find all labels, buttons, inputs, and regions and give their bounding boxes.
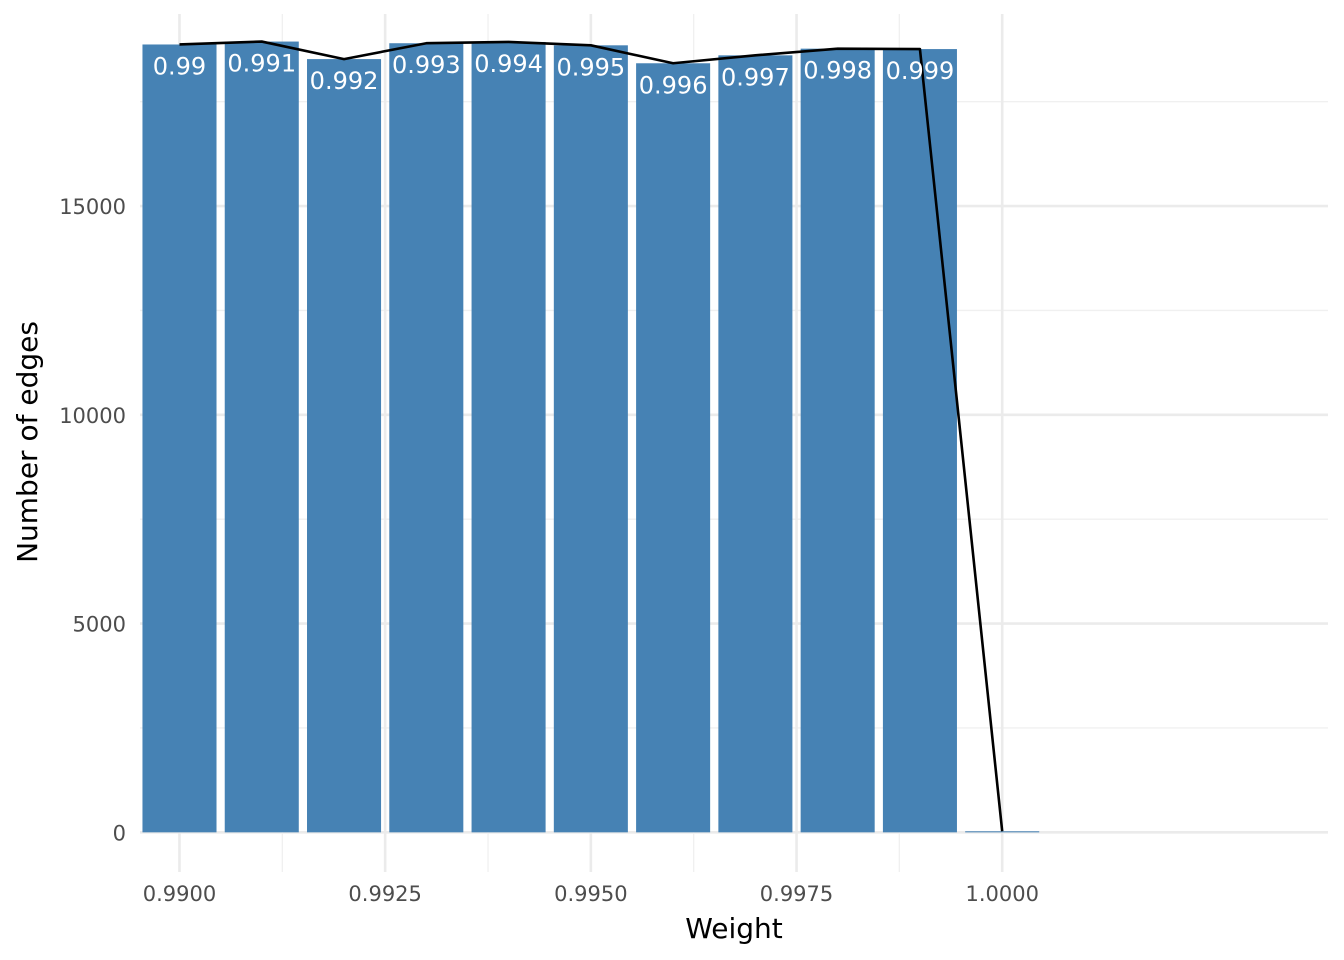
bar <box>471 41 546 833</box>
bar-value-label: 0.997 <box>721 63 790 91</box>
y-axis-title: Number of edges <box>11 321 44 563</box>
x-tick-label: 0.9925 <box>348 882 421 906</box>
bar <box>224 41 299 833</box>
bar <box>553 45 628 833</box>
y-tick-label: 0 <box>113 821 126 845</box>
bar <box>307 59 382 833</box>
bar <box>636 63 711 833</box>
y-tick-label: 15000 <box>59 195 126 219</box>
x-tick-label: 0.9975 <box>760 882 833 906</box>
trend-line <box>179 40 1004 832</box>
bars <box>142 41 1040 833</box>
bar-value-label: 0.994 <box>474 50 543 78</box>
bar <box>965 831 1040 833</box>
y-tick-label: 10000 <box>59 404 126 428</box>
trend-polyline <box>179 40 1004 832</box>
bar-value-label: 0.993 <box>392 51 461 79</box>
x-tick-label: 0.9950 <box>554 882 627 906</box>
bar-value-label: 0.996 <box>639 71 708 99</box>
bar <box>718 55 793 833</box>
y-tick-label: 5000 <box>73 613 126 637</box>
x-tick-label: 0.9900 <box>143 882 216 906</box>
x-axis-title: Weight <box>685 912 783 945</box>
bar-value-label: 0.998 <box>803 57 872 85</box>
bar-value-label: 0.992 <box>310 67 379 95</box>
bar-value-label: 0.991 <box>227 50 296 78</box>
bar <box>142 44 217 833</box>
bar <box>800 48 875 833</box>
bar-labels: 0.99 0.991 0.992 0.993 0.994 0.995 0.996 0.997 0… <box>153 50 955 100</box>
bar-value-label: 0.995 <box>556 53 625 81</box>
x-tick-label: 1.0000 <box>965 882 1038 906</box>
x-axis-ticks: 0.9900 0.9925 0.9950 0.9975 1.0000 <box>143 882 1039 906</box>
bar <box>882 49 957 833</box>
bar <box>389 43 464 833</box>
bar-value-label: 0.99 <box>153 52 206 80</box>
y-axis-ticks: 0 5000 10000 15000 <box>59 195 126 845</box>
bar-value-label: 0.999 <box>886 57 955 85</box>
